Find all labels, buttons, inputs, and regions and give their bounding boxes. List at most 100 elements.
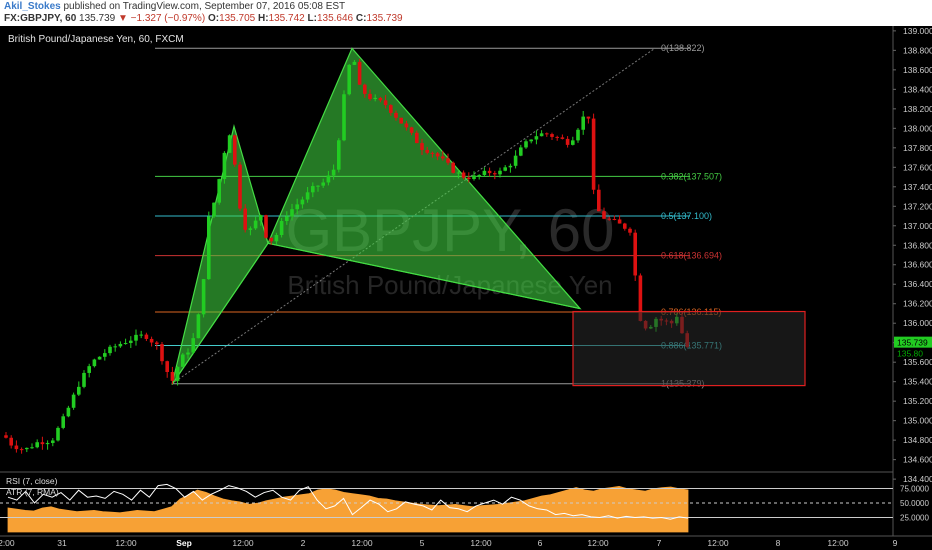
candle-body — [139, 334, 143, 336]
candle-body — [14, 445, 19, 450]
high-label: H: — [258, 13, 269, 24]
candle-body — [77, 386, 81, 395]
oscillator-pane: 75.0000 50.0000 25.0000 RSI (7, close)ATR (… — [0, 476, 929, 533]
candle-body — [571, 140, 575, 145]
chart-title: British Pound/Japanese Yen, 60, FXCM — [8, 34, 184, 45]
candle-body — [35, 442, 39, 448]
candle-body — [607, 218, 611, 220]
candle-body — [160, 344, 164, 362]
candle-body — [467, 177, 471, 180]
fib-level-label: 0.382(137.507) — [661, 171, 722, 181]
candle-body — [529, 139, 533, 142]
symbol-label: FX:GBPJPY, 60 — [4, 13, 77, 24]
candle-body — [207, 216, 211, 280]
candle-body — [415, 132, 419, 144]
price-tick-label: 136.000 — [903, 318, 932, 328]
candle-body — [586, 116, 591, 119]
chart-header-bar: Akil_Stokes published on TradingView.com… — [0, 0, 932, 26]
pattern-bd-line — [267, 242, 581, 310]
candle-body — [456, 172, 461, 174]
price-tick-label: 137.200 — [903, 201, 932, 211]
candle-body — [368, 93, 372, 100]
price-tick-label: 136.800 — [903, 240, 932, 250]
candle-body — [612, 218, 617, 220]
candle-body — [311, 186, 315, 193]
candle-body — [628, 228, 632, 233]
candle-body — [129, 340, 133, 344]
candle-body — [201, 279, 206, 315]
prz-box[interactable] — [572, 310, 806, 387]
candle-body — [66, 407, 71, 417]
candle-body — [259, 215, 263, 221]
price-axis[interactable]: 139.000 138.800 138.600 138.400 138.200 138.0… — [893, 26, 932, 484]
price-tick-label: 136.200 — [903, 299, 932, 309]
candle-body — [103, 353, 107, 357]
fib-level-label: 0(138.822) — [661, 43, 705, 53]
ohlc-line: FX:GBPJPY, 60 135.739 ▼ −1.327 (−0.97%) … — [4, 13, 403, 24]
candle-body — [435, 153, 440, 157]
candle-body — [149, 338, 154, 343]
time-tick-label: 12:00 — [232, 538, 254, 548]
publish-line: Akil_Stokes published on TradingView.com… — [4, 1, 345, 12]
candle-body — [186, 352, 190, 355]
time-tick-label: 12:00 — [115, 538, 137, 548]
low-label: L: — [307, 13, 317, 24]
candle-body — [248, 228, 253, 230]
time-axis[interactable]: 12:00 31 12:00 Sep 12:00 2 12:00 5 12:00 6 12:00 7 1… — [0, 538, 898, 548]
price-tick-label: 135.600 — [903, 357, 932, 367]
candle-body — [477, 174, 481, 176]
candle-body — [243, 208, 247, 230]
candle-body — [212, 202, 216, 217]
atr-area — [7, 485, 689, 533]
author-link[interactable]: Akil_Stokes — [4, 1, 61, 12]
candle-body — [430, 152, 435, 154]
price-chart[interactable]: GBPJPY, 60 British Pound/Japanese Yen 0(… — [0, 26, 932, 550]
rsi-tick-label: 50.0000 — [900, 499, 929, 508]
candle-body — [331, 169, 336, 176]
fib-level-label: 0.5(137.100) — [661, 211, 712, 221]
candle-body — [357, 61, 362, 85]
candle-body — [487, 170, 492, 174]
rsi-tick-label: 25.0000 — [900, 514, 929, 523]
candle-body — [305, 192, 310, 200]
candle-body — [321, 182, 325, 186]
candle-body — [352, 61, 357, 65]
candle-body — [524, 141, 528, 148]
harmonic-pattern[interactable] — [171, 47, 582, 385]
candle-body — [519, 147, 523, 156]
pattern-xb-line — [171, 243, 269, 385]
candle-body — [539, 133, 544, 137]
candle-body — [4, 435, 8, 438]
candle-body — [144, 334, 149, 339]
candle-body — [623, 223, 627, 229]
candle-body — [482, 170, 487, 175]
candle-body — [40, 442, 45, 445]
time-tick-label: 12:00 — [587, 538, 609, 548]
candle-body — [581, 116, 585, 130]
last-price-label: 135.739 — [897, 338, 928, 348]
candle-body — [217, 179, 221, 203]
candle-body — [45, 442, 50, 445]
candle-body — [576, 129, 580, 141]
candle-body — [181, 354, 185, 367]
candle-body — [342, 94, 346, 141]
candle-body — [123, 343, 128, 345]
close-value: 135.739 — [366, 13, 403, 24]
candle-body — [155, 342, 159, 345]
candle-body — [326, 175, 331, 183]
prz-rectangle — [572, 310, 806, 387]
candle-body — [446, 158, 450, 163]
candle-body — [9, 437, 13, 446]
price-tick-label: 138.000 — [903, 123, 932, 133]
time-tick-label: 12:00 — [470, 538, 492, 548]
candle-body — [389, 105, 393, 113]
candle-body — [97, 356, 102, 360]
price-tick-label: 137.400 — [903, 182, 932, 192]
rsi-tick-label: 75.0000 — [900, 485, 929, 494]
candle-body — [295, 204, 299, 210]
candle-body — [19, 449, 24, 451]
fib-level-label: 0.618(136.694) — [661, 251, 722, 261]
rsi-line — [7, 483, 689, 520]
rsi-legend: RSI (7, close) — [6, 476, 58, 486]
candle-body — [191, 338, 195, 353]
